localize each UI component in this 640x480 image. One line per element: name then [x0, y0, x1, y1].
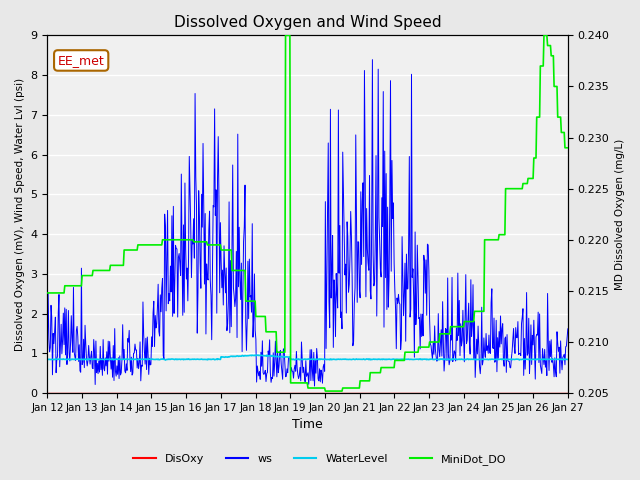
Legend: DisOxy, ws, WaterLevel, MiniDot_DO: DisOxy, ws, WaterLevel, MiniDot_DO	[129, 450, 511, 469]
Text: EE_met: EE_met	[58, 54, 104, 67]
Title: Dissolved Oxygen and Wind Speed: Dissolved Oxygen and Wind Speed	[174, 15, 442, 30]
Y-axis label: Dissolved Oxygen (mV), Wind Speed, Water Lvl (psi): Dissolved Oxygen (mV), Wind Speed, Water…	[15, 78, 25, 351]
Y-axis label: MD Dissolved Oxygen (mg/L): MD Dissolved Oxygen (mg/L)	[615, 139, 625, 290]
X-axis label: Time: Time	[292, 419, 323, 432]
